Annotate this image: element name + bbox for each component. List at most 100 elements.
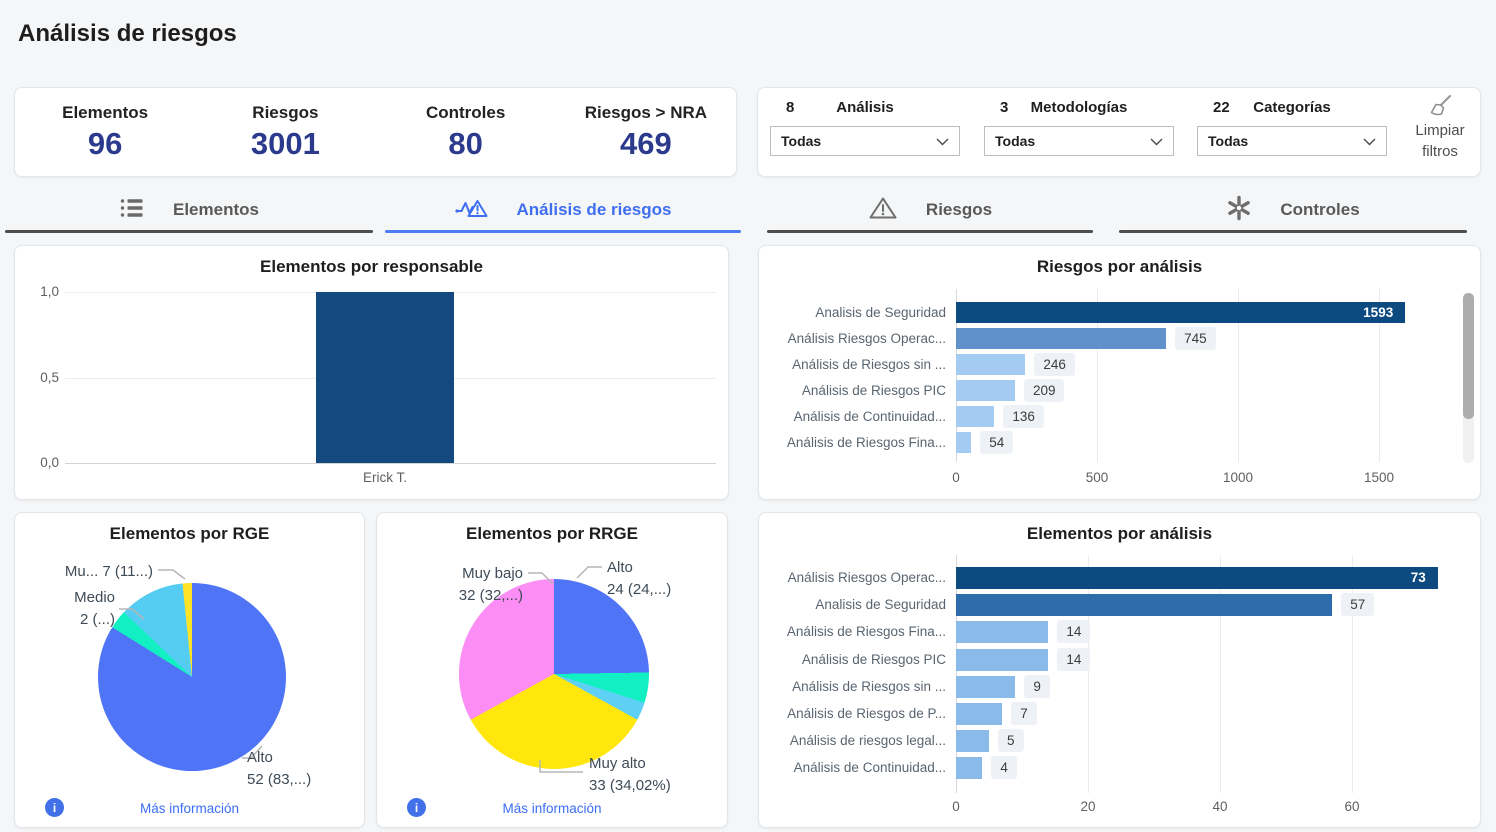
bar[interactable] [956,302,1406,323]
filters-card: 8 Análisis Todas 3 Metodologías Todas [757,87,1481,177]
category-label: Analisis de Seguridad [815,597,946,613]
gridline [1088,555,1089,793]
clear-filters-label-2: filtros [1422,143,1458,160]
kpi-riesgos-nra: Riesgos > NRA 469 [556,103,736,162]
clear-filters-button[interactable]: Limpiar filtros [1402,93,1478,162]
filter-header: 22 Categorías [1197,98,1387,120]
bar[interactable] [956,380,1015,401]
kpi-value: 96 [87,125,123,161]
warning-icon [868,195,898,226]
bar-value-label: 73 [1410,570,1426,585]
kpi-label: Elementos [62,102,149,122]
y-axis-tick-label: 1,0 [40,284,59,299]
bar[interactable] [316,292,454,463]
filter-count: 22 [1213,99,1230,116]
gridline [1097,289,1098,462]
chart-title: Elementos por responsable [260,257,483,276]
bar[interactable] [956,621,1049,644]
categorias-filter-dropdown[interactable]: Todas [1197,126,1387,156]
metodologias-filter-dropdown[interactable]: Todas [984,126,1174,156]
x-axis-tick-label: 0 [952,799,960,814]
filter-group-analisis: 8 Análisis Todas [770,98,960,156]
more-info-link[interactable]: Más información [139,801,240,816]
category-label: Análisis de Riesgos Fina... [786,434,946,450]
bar[interactable] [956,354,1026,375]
chart-title: Elementos por RGE [109,524,270,543]
bar[interactable] [956,406,995,427]
bar[interactable] [956,675,1016,698]
elementos-por-analisis-chart: 0 20 40 60 Análisis Riesgos Operac... 73 Anali… [759,513,1480,827]
chart-title: Elementos por análisis [1026,524,1213,543]
kpi-elementos: Elementos 96 [15,103,195,162]
bar[interactable] [956,703,1003,725]
bar-value-badge: 9 [1024,674,1050,698]
y-axis-tick-label: 0,5 [40,369,59,385]
category-label: Análisis Riesgos Operac... [787,330,946,346]
x-axis-tick-label: 40 [1212,799,1228,814]
pie-slice-label: Muy bajo 32 (32,...) [458,565,523,604]
category-label: Erick T. [362,470,407,485]
tab-label: Riesgos [925,200,993,219]
bar[interactable] [956,432,972,453]
filter-header: 3 Metodologías [984,98,1174,120]
pie-slice-label: Alto 52 (83,...) [247,749,312,788]
scrollbar-thumb[interactable] [1463,293,1474,419]
info-icon[interactable]: i [407,798,426,817]
tab-controles[interactable]: Controles [1119,190,1467,233]
tab-label: Análisis de riesgos [516,200,672,219]
info-icon[interactable]: i [45,798,64,817]
elementos-por-analisis-card: Elementos por análisis 0 20 40 60 Análisis R… [758,512,1481,828]
kpi-value: 80 [448,125,483,161]
bar[interactable] [956,648,1049,671]
bar-value-badge: 209 [1023,379,1065,402]
bar-value-badge: 14 [1057,647,1091,671]
kpi-value: 469 [620,125,672,161]
bar[interactable] [956,730,989,753]
x-axis-tick-label: 60 [1344,799,1360,814]
bar[interactable] [956,567,1438,589]
elementos-por-rrge-chart: Muy bajo 32 (32,...) Alto 24 (24,...) Muy al… [377,513,727,827]
bar-value-badge: 5 [998,729,1024,753]
filter-header: 8 Análisis [770,98,960,120]
kpi-controles: Controles 80 [376,103,556,162]
chevron-down-icon [1363,133,1376,149]
analisis-filter-dropdown[interactable]: Todas [770,126,960,156]
chart-title: Elementos por RRGE [466,524,638,543]
dropdown-value: Todas [1208,133,1249,149]
bar[interactable] [956,328,1167,349]
x-axis-tick-label: 0 [952,470,960,485]
pie-slice-label: Alto 24 (24,...) [607,559,672,598]
tab-content: Análisis de riesgos [385,190,741,230]
controls-icon [1226,195,1252,226]
bar-value-badge: 246 [1034,353,1075,376]
elementos-por-responsable-chart: 1,0 0,5 0,0 Erick T. [15,246,728,499]
pie[interactable] [459,579,649,769]
bar[interactable] [956,594,1333,617]
pie[interactable] [98,583,286,771]
tab-underline [1119,230,1467,233]
more-info-link[interactable]: Más información [502,801,602,816]
tab-underline [385,230,741,233]
category-label: Análisis de Continuidad... [793,408,946,424]
bar[interactable] [956,757,983,780]
page-title: Análisis de riesgos [18,20,237,47]
tab-label: Elementos [173,200,259,219]
tab-underline [5,230,373,233]
category-label: Análisis de Continuidad... [793,760,946,776]
category-label: Análisis de Riesgos sin ... [792,356,946,372]
tab-analisis-de-riesgos[interactable]: Análisis de riesgos [385,190,741,233]
category-label: Análisis Riesgos Operac... [787,570,946,585]
tab-elementos[interactable]: Elementos [5,190,373,233]
chevron-down-icon [936,133,949,149]
tab-riesgos[interactable]: Riesgos [767,190,1093,233]
filter-group-categorias: 22 Categorías Todas [1197,98,1387,156]
dropdown-value: Todas [995,133,1036,149]
category-label: Análisis de riesgos legal... [789,733,946,749]
riesgos-por-analisis-chart: 0 500 1000 1500 Analisis de Seguridad 1593 Aná… [759,246,1480,499]
kpi-label: Riesgos [252,102,319,122]
x-axis-tick-label: 500 [1085,470,1109,485]
pie-slice-label: Mu... 7 (11...) [64,563,153,580]
filter-label: Análisis [836,99,894,116]
gridline [1220,555,1221,793]
